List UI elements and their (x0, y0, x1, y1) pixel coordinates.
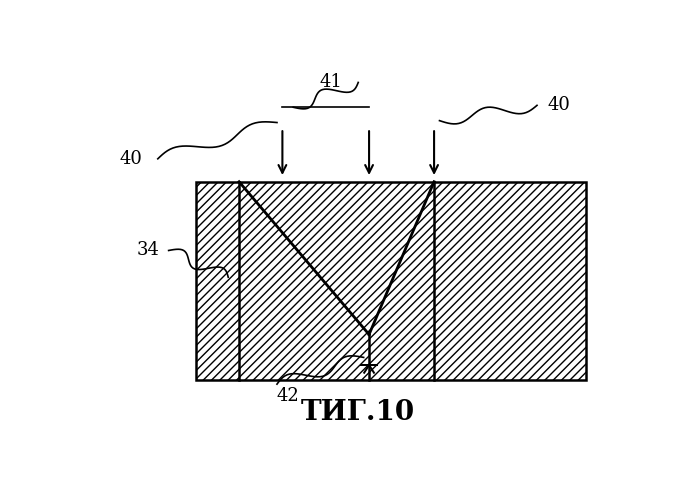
Text: ΤИГ.10: ΤИГ.10 (301, 399, 415, 426)
Text: 34: 34 (136, 242, 159, 259)
Text: 41: 41 (319, 73, 342, 91)
Text: 42: 42 (277, 386, 300, 405)
Bar (196, 182, 586, 380)
Text: 40: 40 (548, 96, 570, 115)
Text: 40: 40 (120, 150, 143, 168)
